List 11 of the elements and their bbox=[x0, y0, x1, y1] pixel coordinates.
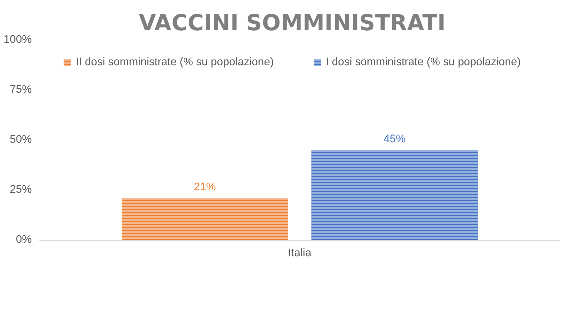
y-tick-label: 75% bbox=[10, 84, 32, 96]
y-tick-label: 0% bbox=[16, 234, 32, 246]
x-tick-label: Italia bbox=[288, 248, 312, 260]
y-tick-label: 50% bbox=[10, 134, 32, 146]
legend-label: I dosi somministrate (% su popolazione) bbox=[326, 56, 522, 68]
chart-title: VACCINI SOMMINISTRATI bbox=[139, 12, 446, 36]
y-tick-label: 100% bbox=[4, 34, 32, 46]
y-tick-label: 25% bbox=[10, 184, 32, 196]
data-label: 45% bbox=[384, 134, 406, 146]
legend-label: II dosi somministrate (% su popolazione) bbox=[76, 56, 274, 68]
data-label: 21% bbox=[194, 182, 216, 194]
